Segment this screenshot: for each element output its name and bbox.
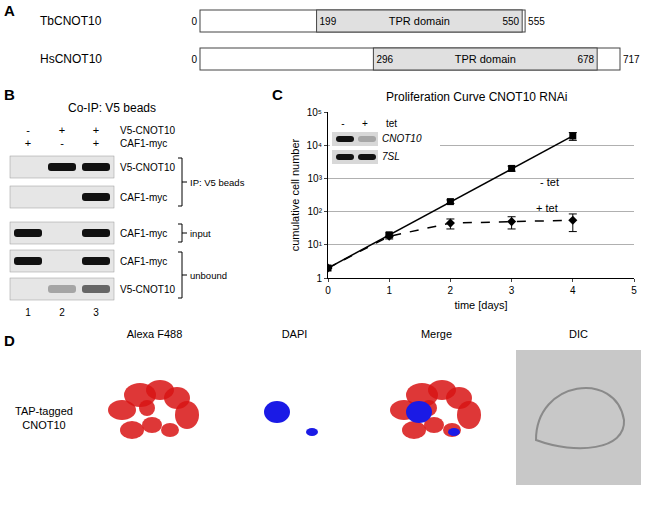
svg-text:2: 2 [59, 307, 65, 318]
svg-text:1: 1 [25, 307, 31, 318]
html-text:CNOT10: CNOT10 [382, 133, 422, 144]
svg-text:1: 1 [386, 285, 392, 296]
svg-text:Merge: Merge [421, 328, 452, 340]
svg-text:3: 3 [93, 307, 99, 318]
svg-text:5: 5 [631, 285, 637, 296]
svg-text:input: input [190, 228, 211, 239]
svg-text:678: 678 [577, 54, 594, 65]
svg-text:10³: 10³ [308, 173, 323, 184]
svg-text:-: - [26, 124, 30, 136]
svg-text:296: 296 [376, 54, 393, 65]
svg-text:unbound: unbound [190, 270, 227, 281]
svg-text:3: 3 [509, 285, 515, 296]
html-text:tet: tet [386, 118, 398, 129]
svg-text:0: 0 [191, 54, 197, 65]
svg-text:+: + [25, 137, 31, 149]
svg-text:10¹: 10¹ [308, 239, 323, 250]
svg-text:TPR domain: TPR domain [455, 53, 516, 65]
svg-text:+: + [93, 137, 99, 149]
svg-text:10⁵: 10⁵ [307, 107, 322, 118]
svg-text:HsCNOT10: HsCNOT10 [40, 52, 102, 66]
svg-text:555: 555 [528, 16, 545, 27]
svg-text:DAPI: DAPI [282, 328, 308, 340]
svg-text:DIC: DIC [569, 328, 588, 340]
svg-text:CAF1-myc: CAF1-myc [120, 228, 167, 239]
svg-text:10⁴: 10⁴ [307, 140, 322, 151]
svg-text:IP: V5 beads: IP: V5 beads [190, 177, 245, 188]
svg-text:TAP-taggedCNOT10: TAP-taggedCNOT10 [15, 405, 73, 431]
svg-text:B: B [4, 86, 15, 103]
svg-text:cumulative cell number: cumulative cell number [289, 138, 301, 251]
svg-text:4: 4 [570, 285, 576, 296]
svg-text:199: 199 [320, 16, 337, 27]
svg-text:550: 550 [502, 16, 519, 27]
svg-text:10²: 10² [308, 206, 323, 217]
svg-text:TPR domain: TPR domain [389, 15, 450, 27]
svg-text:0: 0 [325, 285, 331, 296]
svg-text:+: + [59, 124, 65, 136]
svg-text:0: 0 [191, 16, 197, 27]
svg-text:CAF1-myc: CAF1-myc [120, 138, 167, 149]
svg-text:Alexa F488: Alexa F488 [127, 328, 183, 340]
svg-text:time [days]: time [days] [454, 299, 507, 311]
svg-text:CAF1-myc: CAF1-myc [120, 192, 167, 203]
svg-text:C: C [272, 86, 283, 103]
svg-text:V5-CNOT10: V5-CNOT10 [120, 162, 175, 173]
svg-text:Proliferation Curve CNOT10 RNA: Proliferation Curve CNOT10 RNAi [386, 90, 567, 104]
svg-text:CAF1-myc: CAF1-myc [120, 256, 167, 267]
svg-text:- tet: - tet [540, 176, 559, 188]
svg-text:A: A [4, 2, 15, 19]
svg-text:+ tet: + tet [536, 202, 558, 214]
svg-text:Co-IP: V5 beads: Co-IP: V5 beads [68, 101, 156, 115]
svg-text:TbCNOT10: TbCNOT10 [40, 14, 102, 28]
svg-text:-: - [60, 137, 64, 149]
svg-text:V5-CNOT10: V5-CNOT10 [120, 125, 175, 136]
svg-text:+: + [93, 124, 99, 136]
svg-text:717: 717 [623, 54, 640, 65]
svg-text:D: D [4, 332, 15, 349]
html-text:7SL: 7SL [382, 151, 400, 162]
svg-text:1: 1 [316, 273, 322, 284]
svg-text:2: 2 [448, 285, 454, 296]
svg-text:V5-CNOT10: V5-CNOT10 [120, 284, 175, 295]
